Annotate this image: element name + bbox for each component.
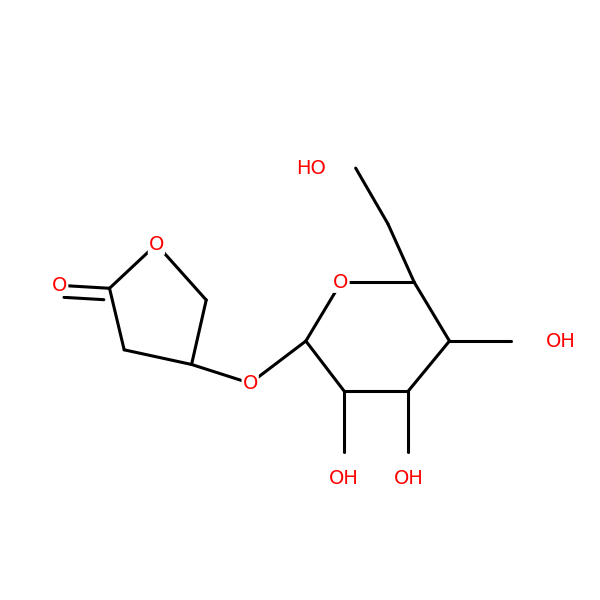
Text: O: O [52, 276, 67, 295]
Text: OH: OH [329, 469, 359, 488]
Text: HO: HO [296, 158, 326, 178]
Text: OH: OH [546, 332, 576, 350]
Text: O: O [242, 374, 258, 393]
Text: O: O [334, 273, 349, 292]
Text: OH: OH [394, 469, 424, 488]
Text: O: O [149, 235, 164, 254]
